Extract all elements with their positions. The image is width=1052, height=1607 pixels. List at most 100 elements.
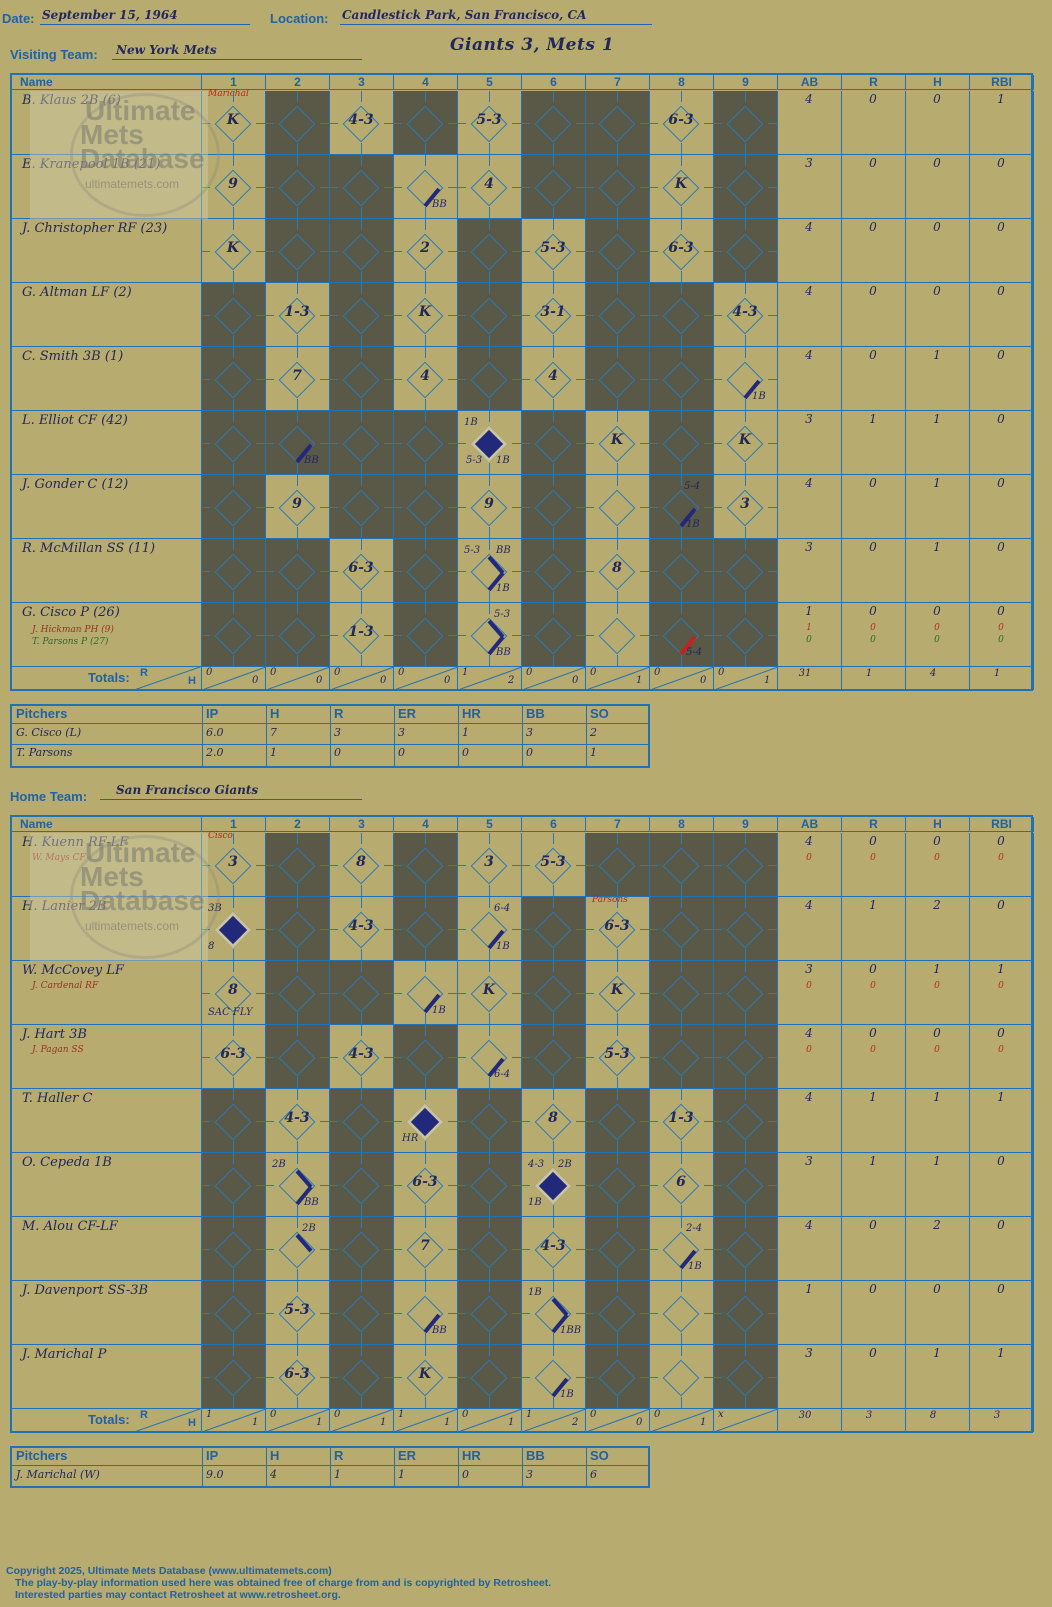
at-bat-cell[interactable] [714,1089,778,1153]
at-bat-cell[interactable] [522,603,586,667]
at-bat-cell[interactable]: K [202,219,266,283]
at-bat-cell[interactable] [522,1153,586,1217]
at-bat-cell[interactable] [330,475,394,539]
at-bat-cell[interactable] [266,411,330,475]
at-bat-cell[interactable] [202,475,266,539]
at-bat-cell[interactable] [394,1089,458,1153]
at-bat-cell[interactable] [586,347,650,411]
at-bat-cell[interactable] [394,91,458,155]
at-bat-cell[interactable]: 5-3 [586,1025,650,1089]
at-bat-cell[interactable] [330,1345,394,1409]
at-bat-cell[interactable]: 1-3 [330,603,394,667]
at-bat-cell[interactable]: 6-3 [266,1345,330,1409]
at-bat-cell[interactable] [458,539,522,603]
at-bat-cell[interactable]: 6-3 [202,1025,266,1089]
at-bat-cell[interactable]: K [650,155,714,219]
at-bat-cell[interactable] [266,539,330,603]
at-bat-cell[interactable]: 6 [650,1153,714,1217]
at-bat-cell[interactable] [458,1345,522,1409]
at-bat-cell[interactable]: 4-3 [330,1025,394,1089]
at-bat-cell[interactable]: 4-3 [330,897,394,961]
at-bat-cell[interactable]: 4-3 [522,1217,586,1281]
at-bat-cell[interactable] [266,897,330,961]
at-bat-cell[interactable] [458,283,522,347]
at-bat-cell[interactable]: 6-3 [330,539,394,603]
at-bat-cell[interactable] [202,1345,266,1409]
at-bat-cell[interactable] [394,411,458,475]
at-bat-cell[interactable] [330,283,394,347]
at-bat-cell[interactable] [522,961,586,1025]
at-bat-cell[interactable] [394,155,458,219]
at-bat-cell[interactable]: 4-3 [714,283,778,347]
at-bat-cell[interactable] [522,1345,586,1409]
at-bat-cell[interactable] [714,1153,778,1217]
at-bat-cell[interactable]: 1-3 [266,283,330,347]
at-bat-cell[interactable] [394,961,458,1025]
at-bat-cell[interactable] [522,411,586,475]
at-bat-cell[interactable] [458,1025,522,1089]
at-bat-cell[interactable] [330,1153,394,1217]
at-bat-cell[interactable] [714,603,778,667]
at-bat-cell[interactable]: K [458,961,522,1025]
at-bat-cell[interactable]: 4 [522,347,586,411]
at-bat-cell[interactable] [330,219,394,283]
at-bat-cell[interactable] [714,1345,778,1409]
at-bat-cell[interactable]: 9 [266,475,330,539]
at-bat-cell[interactable] [650,347,714,411]
at-bat-cell[interactable] [522,539,586,603]
at-bat-cell[interactable] [650,475,714,539]
at-bat-cell[interactable] [714,897,778,961]
at-bat-cell[interactable]: K [202,91,266,155]
at-bat-cell[interactable] [458,219,522,283]
at-bat-cell[interactable] [458,603,522,667]
at-bat-cell[interactable] [266,91,330,155]
at-bat-cell[interactable]: K [394,283,458,347]
at-bat-cell[interactable] [586,155,650,219]
at-bat-cell[interactable] [714,961,778,1025]
at-bat-cell[interactable] [714,1281,778,1345]
at-bat-cell[interactable] [458,1281,522,1345]
at-bat-cell[interactable]: 6-3 [394,1153,458,1217]
at-bat-cell[interactable]: K [586,411,650,475]
at-bat-cell[interactable] [650,897,714,961]
at-bat-cell[interactable] [266,961,330,1025]
at-bat-cell[interactable] [714,539,778,603]
at-bat-cell[interactable] [266,155,330,219]
at-bat-cell[interactable] [266,1153,330,1217]
at-bat-cell[interactable] [394,1025,458,1089]
at-bat-cell[interactable] [522,1025,586,1089]
at-bat-cell[interactable] [266,1217,330,1281]
at-bat-cell[interactable] [522,475,586,539]
at-bat-cell[interactable]: 3 [714,475,778,539]
at-bat-cell[interactable] [330,961,394,1025]
at-bat-cell[interactable]: K [586,961,650,1025]
at-bat-cell[interactable]: 6-3 [586,897,650,961]
at-bat-cell[interactable]: 5-3 [522,219,586,283]
at-bat-cell[interactable] [650,411,714,475]
at-bat-cell[interactable]: 8 [522,1089,586,1153]
at-bat-cell[interactable] [202,603,266,667]
at-bat-cell[interactable] [202,283,266,347]
at-bat-cell[interactable]: K [394,1345,458,1409]
at-bat-cell[interactable] [202,1217,266,1281]
at-bat-cell[interactable] [202,347,266,411]
at-bat-cell[interactable] [202,1153,266,1217]
at-bat-cell[interactable] [394,475,458,539]
at-bat-cell[interactable] [458,1153,522,1217]
at-bat-cell[interactable]: 6-3 [650,91,714,155]
at-bat-cell[interactable]: 6-3 [650,219,714,283]
at-bat-cell[interactable]: 8 [586,539,650,603]
at-bat-cell[interactable]: 5-3 [266,1281,330,1345]
at-bat-cell[interactable] [586,1281,650,1345]
at-bat-cell[interactable] [650,539,714,603]
at-bat-cell[interactable] [586,91,650,155]
at-bat-cell[interactable] [394,897,458,961]
at-bat-cell[interactable] [458,347,522,411]
at-bat-cell[interactable] [330,347,394,411]
at-bat-cell[interactable] [458,1217,522,1281]
at-bat-cell[interactable]: K [714,411,778,475]
at-bat-cell[interactable] [522,91,586,155]
at-bat-cell[interactable] [650,603,714,667]
at-bat-cell[interactable] [714,1025,778,1089]
at-bat-cell[interactable] [458,1089,522,1153]
